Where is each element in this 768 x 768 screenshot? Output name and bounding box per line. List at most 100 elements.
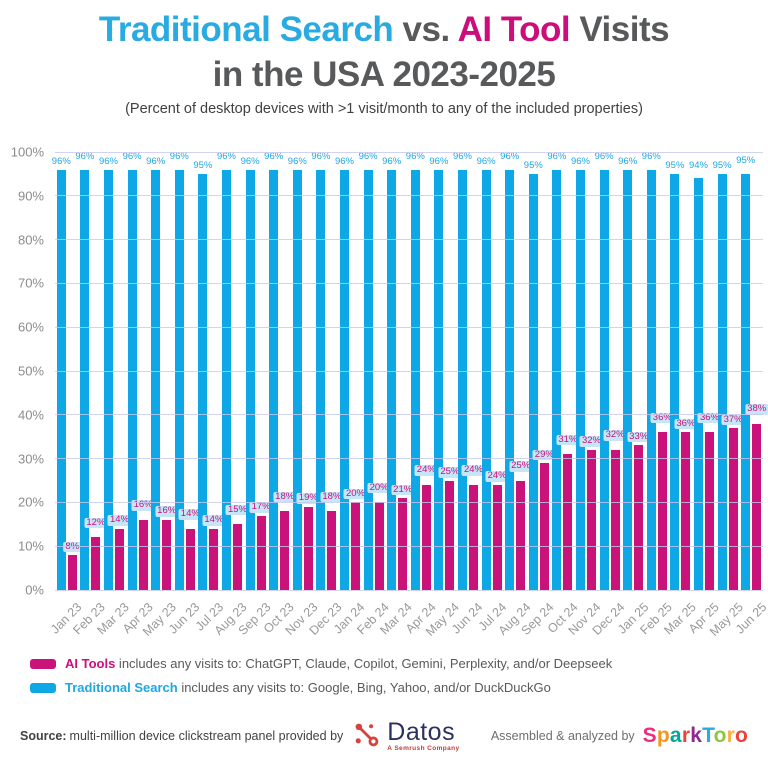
value-label-traditional: 95%	[736, 155, 756, 167]
bar-traditional	[410, 169, 420, 590]
bar-column: 95%	[524, 161, 543, 590]
value-label-traditional: 96%	[382, 156, 402, 168]
bar-column: 96%	[642, 151, 661, 590]
bar-traditional	[292, 169, 302, 590]
bar-ai	[162, 519, 172, 590]
value-label-traditional: 95%	[193, 160, 213, 172]
bar-traditional	[434, 169, 444, 590]
bar-group: 96% 24%	[477, 156, 509, 590]
y-tick-label: 60%	[17, 319, 44, 335]
value-label-ai: 17%	[249, 501, 273, 513]
value-label-traditional: 95%	[523, 160, 543, 172]
value-label-traditional: 96%	[429, 156, 449, 168]
bar-column: 96%	[99, 156, 118, 590]
bar-traditional	[528, 173, 538, 590]
bar-traditional	[103, 169, 113, 590]
bar-traditional	[693, 178, 703, 590]
bar-traditional	[741, 173, 751, 590]
bar-traditional	[339, 169, 349, 590]
value-label-ai: 19%	[296, 492, 320, 504]
bar-ai	[634, 445, 644, 590]
bar-traditional	[316, 169, 326, 590]
bar-column: 96%	[264, 151, 283, 590]
value-label-traditional: 96%	[287, 156, 307, 168]
bar-group: 96% 32%	[595, 151, 627, 590]
y-tick-label: 70%	[17, 275, 44, 291]
y-tick-label: 10%	[17, 538, 44, 554]
bar-group: 96% 32%	[571, 156, 603, 590]
title-vs: vs.	[393, 10, 458, 49]
bar-ai	[516, 480, 526, 590]
value-label-ai: 14%	[202, 514, 226, 526]
bar-traditional	[174, 169, 184, 590]
bar-column: 96%	[311, 151, 330, 590]
bar-group: 96% 33%	[618, 156, 651, 590]
bar-ai	[586, 449, 596, 590]
bar-ai	[445, 480, 455, 590]
bar-column: 96%	[382, 156, 401, 590]
legend-row-ai: AI Tools includes any visits to: ChatGPT…	[30, 656, 612, 671]
value-label-ai: 14%	[107, 514, 131, 526]
value-label-ai: 36%	[674, 417, 698, 430]
value-label-ai: 16%	[155, 505, 179, 517]
legend: AI Tools includes any visits to: ChatGPT…	[30, 656, 612, 704]
value-label-traditional: 96%	[358, 151, 378, 163]
y-tick-label: 90%	[17, 188, 44, 204]
bar-group: 96% 25%	[500, 151, 533, 590]
value-label-traditional: 96%	[594, 151, 614, 163]
value-label-ai: 29%	[532, 448, 556, 460]
bar-column: 32%	[579, 435, 603, 590]
value-label-traditional: 96%	[405, 151, 425, 163]
bar-traditional	[127, 169, 137, 590]
bar-traditional	[505, 169, 515, 590]
bar-ai	[563, 454, 573, 590]
sparktoro-letter: r	[726, 724, 735, 747]
value-label-ai: 12%	[84, 517, 108, 529]
bar-column: 24%	[485, 470, 509, 590]
bar-column: 96%	[217, 151, 236, 590]
datos-network-icon	[353, 721, 381, 752]
bar-column: 96%	[75, 151, 94, 590]
value-label-ai: 32%	[579, 435, 603, 447]
value-label-traditional: 96%	[169, 151, 189, 163]
bar-column: 96%	[477, 156, 496, 590]
source-label: Source:	[20, 729, 67, 743]
bar-column: 96%	[571, 156, 590, 590]
bar-column: 24%	[461, 464, 485, 590]
title-ai-tool: AI Tool	[457, 10, 571, 49]
bar-ai	[657, 432, 667, 590]
legend-swatch-ai	[30, 658, 56, 669]
y-tick-label: 0%	[25, 582, 44, 598]
gridline	[55, 458, 763, 460]
bar-column: 14%	[178, 508, 202, 590]
bar-traditional	[599, 169, 609, 590]
bar-column: 12%	[84, 517, 108, 590]
legend-text-ai: AI Tools includes any visits to: ChatGPT…	[65, 656, 612, 671]
bar-column: 36%	[674, 418, 698, 590]
bar-traditional	[363, 169, 373, 590]
value-label-ai: 31%	[556, 433, 580, 446]
bar-column: 18%	[320, 491, 344, 590]
value-label-ai: 20%	[367, 481, 391, 494]
bar-column: 96%	[288, 156, 307, 590]
bar-column: 96%	[500, 151, 519, 590]
gridline	[55, 545, 763, 547]
bar-group: 96% 31%	[547, 151, 580, 590]
bar-ai	[681, 432, 691, 590]
y-tick-label: 80%	[17, 232, 44, 248]
bar-column: 8%	[63, 541, 82, 590]
y-tick-label: 100%	[10, 144, 44, 160]
sparktoro-letter: r	[681, 724, 691, 747]
value-label-ai: 24%	[414, 464, 438, 476]
value-label-ai: 36%	[697, 411, 721, 424]
bar-ai	[492, 484, 502, 590]
bar-traditional	[575, 169, 585, 590]
bar-column: 96%	[406, 151, 425, 590]
source-text: multi-million device clickstream panel p…	[69, 729, 344, 743]
gridline	[55, 195, 763, 197]
legend-label-traditional: Traditional Search	[65, 680, 178, 695]
legend-row-traditional: Traditional Search includes any visits t…	[30, 680, 612, 695]
legend-text-traditional: Traditional Search includes any visits t…	[65, 680, 551, 695]
bar-group: 96% 14%	[99, 156, 131, 590]
bar-traditional	[245, 169, 255, 590]
